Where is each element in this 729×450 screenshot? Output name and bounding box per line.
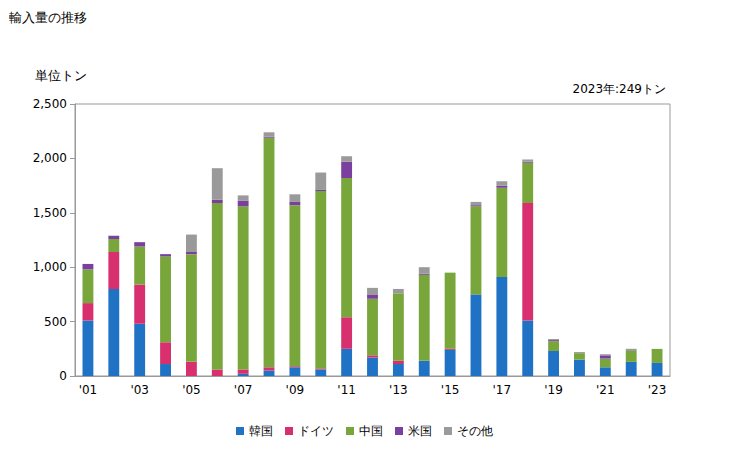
svg-text:2,500: 2,500	[33, 97, 67, 111]
svg-text:ドイツ: ドイツ	[298, 424, 334, 438]
svg-text:'11: '11	[337, 383, 356, 397]
svg-text:'23: '23	[648, 383, 667, 397]
svg-text:韓国: 韓国	[249, 424, 273, 438]
svg-text:'21: '21	[596, 383, 615, 397]
svg-text:単位トン: 単位トン	[35, 68, 87, 83]
svg-text:'03: '03	[130, 383, 149, 397]
svg-text:中国: 中国	[359, 424, 383, 438]
svg-text:'01: '01	[79, 383, 98, 397]
svg-text:米国: 米国	[408, 424, 432, 438]
svg-text:0: 0	[59, 369, 67, 383]
svg-text:輸入量の推移: 輸入量の推移	[9, 10, 87, 25]
svg-text:その他: その他	[457, 424, 493, 438]
svg-text:1,500: 1,500	[33, 206, 67, 220]
svg-text:'05: '05	[182, 383, 201, 397]
svg-text:'19: '19	[544, 383, 563, 397]
svg-text:'07: '07	[234, 383, 253, 397]
svg-text:2,000: 2,000	[33, 151, 67, 165]
svg-text:'17: '17	[493, 383, 512, 397]
svg-text:2023年:249トン: 2023年:249トン	[573, 82, 667, 96]
svg-text:'15: '15	[441, 383, 460, 397]
svg-text:1,000: 1,000	[33, 260, 67, 274]
svg-text:'09: '09	[286, 383, 305, 397]
svg-text:500: 500	[44, 315, 67, 329]
svg-text:'13: '13	[389, 383, 408, 397]
